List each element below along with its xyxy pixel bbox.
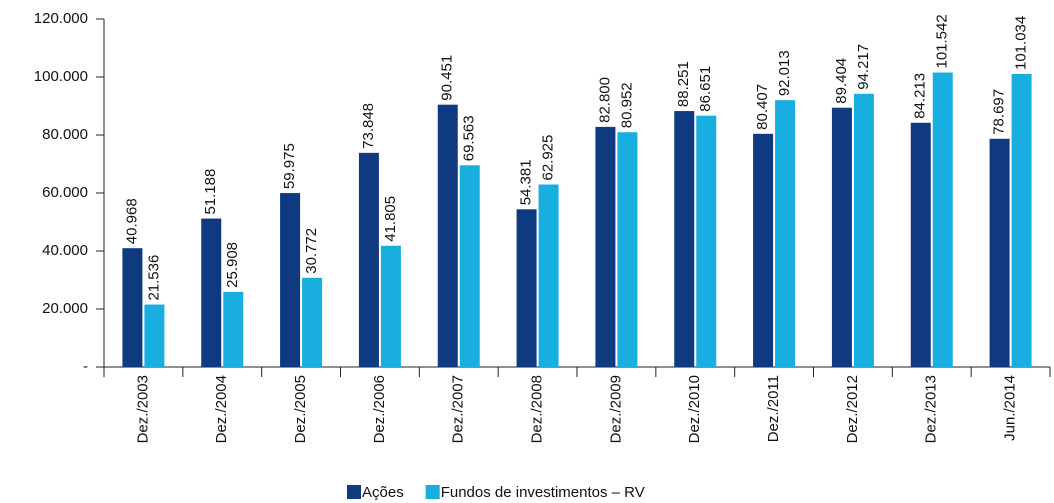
bar	[753, 133, 774, 367]
value-label: 40.968	[123, 198, 140, 244]
bar	[280, 193, 301, 367]
bar	[538, 184, 559, 367]
legend-swatch	[425, 485, 440, 499]
value-label: 101.542	[934, 14, 951, 68]
bar	[122, 248, 143, 367]
value-label: 73.848	[360, 103, 377, 149]
bar	[910, 122, 931, 367]
y-tick-label: 60.000	[42, 184, 88, 201]
value-label: 90.451	[439, 55, 456, 101]
x-tick-label: Dez./2003	[134, 375, 151, 443]
bar	[437, 104, 458, 367]
x-tick-label: Dez./2005	[292, 375, 309, 443]
x-tick-label: Dez./2013	[923, 375, 940, 443]
legend-label: Ações	[362, 484, 404, 501]
legend-label: Fundos de investimentos – RV	[441, 484, 645, 501]
bar	[459, 165, 480, 367]
value-label: 80.407	[754, 84, 771, 130]
x-tick-label: Dez./2012	[844, 375, 861, 443]
value-label: 80.952	[618, 82, 635, 128]
value-label: 89.404	[833, 58, 850, 104]
y-tick-label: 80.000	[42, 126, 88, 143]
value-label: 86.651	[697, 66, 714, 112]
x-tick-label: Dez./2006	[371, 375, 388, 443]
value-label: 59.975	[281, 143, 298, 189]
value-label: 41.805	[382, 196, 399, 242]
value-label: 69.563	[461, 115, 478, 161]
bar	[1011, 74, 1032, 367]
legend-swatch	[347, 485, 361, 499]
bar	[989, 138, 1010, 367]
bar	[380, 245, 401, 367]
value-label: 84.213	[912, 73, 929, 119]
bar	[144, 304, 165, 367]
bar	[775, 100, 796, 368]
bar	[674, 111, 695, 367]
x-tick-label: Dez./2009	[607, 375, 624, 443]
value-label: 30.772	[303, 228, 320, 274]
bar	[302, 277, 323, 367]
bar	[617, 132, 638, 367]
y-tick-label: 100.000	[34, 68, 88, 85]
x-tick-label: Dez./2011	[765, 375, 782, 442]
x-tick-label: Jun./2014	[1002, 375, 1019, 441]
bar	[223, 291, 244, 367]
bar	[853, 93, 874, 368]
value-label: 78.697	[991, 89, 1008, 135]
y-tick-label: 120.000	[34, 10, 88, 27]
value-label: 21.536	[145, 255, 162, 301]
value-label: 94.217	[855, 44, 872, 90]
value-label: 51.188	[202, 169, 219, 215]
bar	[201, 218, 222, 367]
y-tick-label: -	[83, 358, 88, 375]
y-tick-label: 20.000	[42, 300, 88, 317]
value-label: 82.800	[596, 77, 613, 123]
x-tick-label: Dez./2004	[213, 375, 230, 443]
value-label: 92.013	[776, 50, 793, 96]
x-tick-label: Dez./2010	[686, 375, 703, 443]
bar	[595, 126, 616, 367]
bar	[358, 152, 379, 367]
bar	[831, 107, 852, 368]
value-label: 88.251	[675, 61, 692, 107]
x-tick-label: Dez./2007	[450, 375, 467, 443]
value-label: 62.925	[540, 135, 557, 181]
y-tick-label: 40.000	[42, 242, 88, 259]
bar	[932, 72, 953, 367]
value-label: 54.381	[518, 159, 535, 205]
x-tick-label: Dez./2008	[529, 375, 546, 443]
bar	[696, 115, 717, 367]
value-label: 101.034	[1013, 16, 1030, 70]
bar	[516, 209, 537, 367]
value-label: 25.908	[224, 242, 241, 288]
